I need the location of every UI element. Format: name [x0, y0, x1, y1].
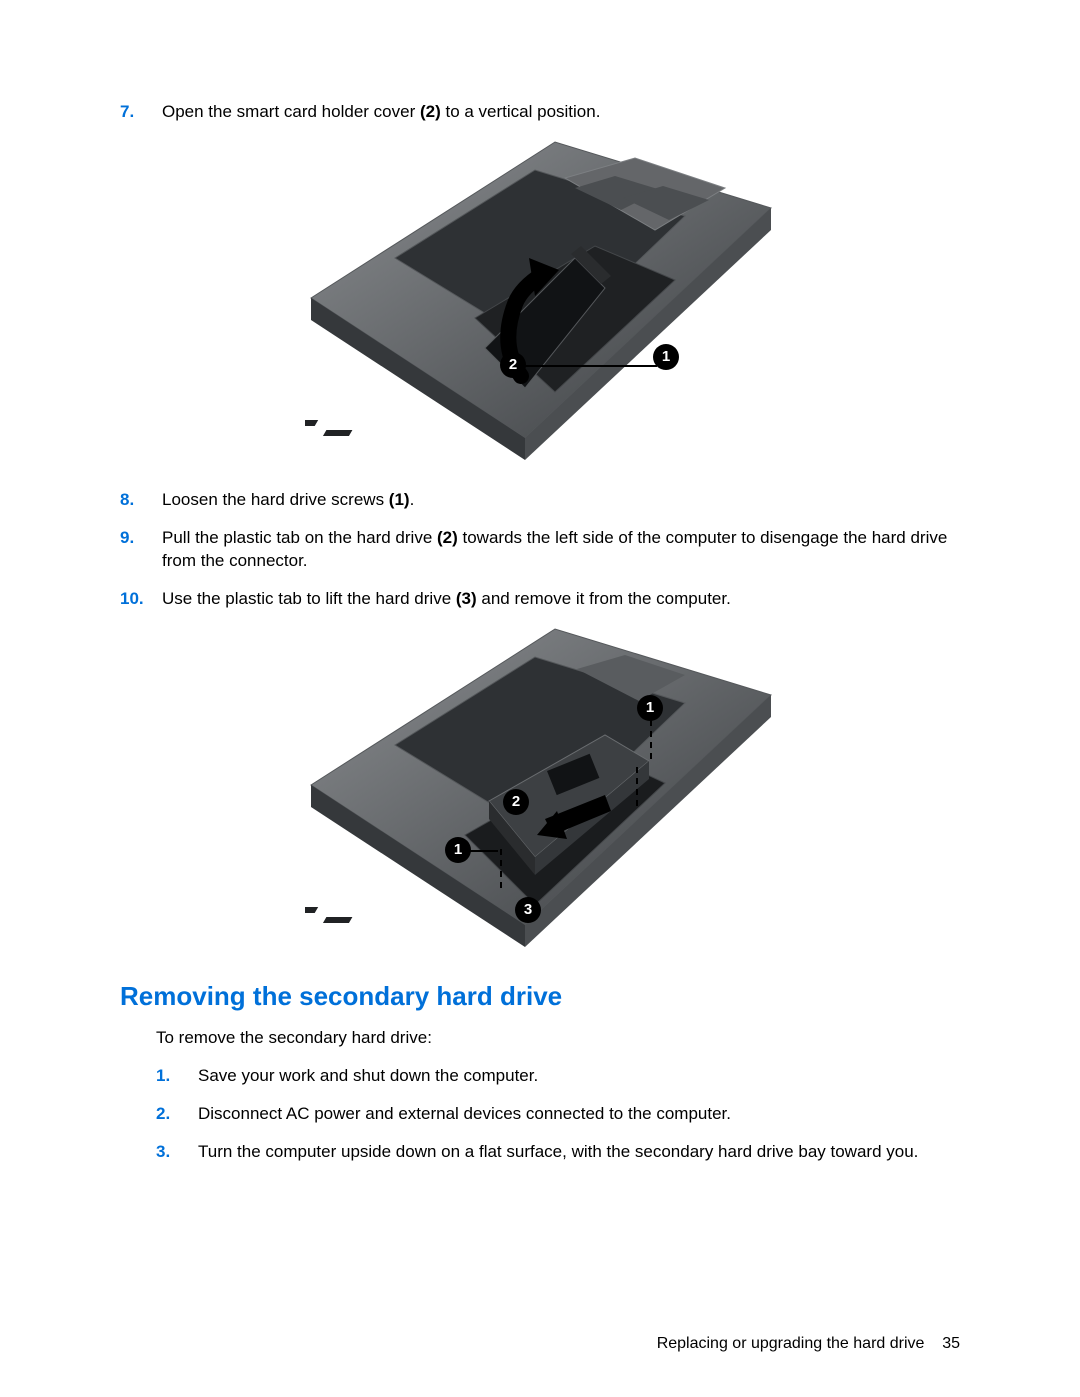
figure-1: 2 1: [305, 138, 775, 464]
step-b2: 2. Disconnect AC power and external devi…: [156, 1102, 960, 1126]
laptop-underside-illustration: [305, 138, 775, 464]
step-number: 3.: [156, 1140, 198, 1164]
step-number: 7.: [120, 100, 162, 124]
step-b3: 3. Turn the computer upside down on a fl…: [156, 1140, 960, 1164]
page-footer: Replacing or upgrading the hard drive 35: [657, 1335, 960, 1353]
callout-3: 3: [515, 897, 541, 923]
step-10: 10. Use the plastic tab to lift the hard…: [120, 587, 960, 611]
section-intro: To remove the secondary hard drive:: [156, 1028, 960, 1048]
step-8: 8. Loosen the hard drive screws (1).: [120, 488, 960, 512]
step-number: 9.: [120, 526, 162, 574]
callout-1b: 1: [445, 837, 471, 863]
step-7: 7. Open the smart card holder cover (2) …: [120, 100, 960, 124]
step-text: Disconnect AC power and external devices…: [198, 1102, 960, 1126]
leader-line: [468, 850, 498, 852]
step-b1: 1. Save your work and shut down the comp…: [156, 1064, 960, 1088]
callout-2: 2: [503, 789, 529, 815]
callout-1a: 1: [637, 695, 663, 721]
step-9: 9. Pull the plastic tab on the hard driv…: [120, 526, 960, 574]
figure-2: 1 2 1 3: [305, 625, 775, 951]
step-number: 1.: [156, 1064, 198, 1088]
footer-text: Replacing or upgrading the hard drive: [657, 1335, 925, 1352]
step-text: Open the smart card holder cover (2) to …: [162, 100, 960, 124]
callout-2: 2: [500, 352, 526, 378]
step-text: Save your work and shut down the compute…: [198, 1064, 960, 1088]
step-list-top: 7. Open the smart card holder cover (2) …: [120, 100, 960, 124]
section-heading: Removing the secondary hard drive: [120, 981, 960, 1012]
step-text: Loosen the hard drive screws (1).: [162, 488, 960, 512]
step-text: Use the plastic tab to lift the hard dri…: [162, 587, 960, 611]
step-number: 2.: [156, 1102, 198, 1126]
step-text: Pull the plastic tab on the hard drive (…: [162, 526, 960, 574]
leader-line: [523, 365, 657, 367]
step-number: 8.: [120, 488, 162, 512]
step-text: Turn the computer upside down on a flat …: [198, 1140, 960, 1164]
step-number: 10.: [120, 587, 162, 611]
step-list-bottom: 1. Save your work and shut down the comp…: [156, 1064, 960, 1163]
laptop-harddrive-lift-illustration: [305, 625, 775, 951]
callout-1: 1: [653, 344, 679, 370]
page-number: 35: [942, 1335, 960, 1352]
figure-1-wrap: 2 1: [120, 138, 960, 464]
step-list-mid: 8. Loosen the hard drive screws (1). 9. …: [120, 488, 960, 611]
figure-2-wrap: 1 2 1 3: [120, 625, 960, 951]
